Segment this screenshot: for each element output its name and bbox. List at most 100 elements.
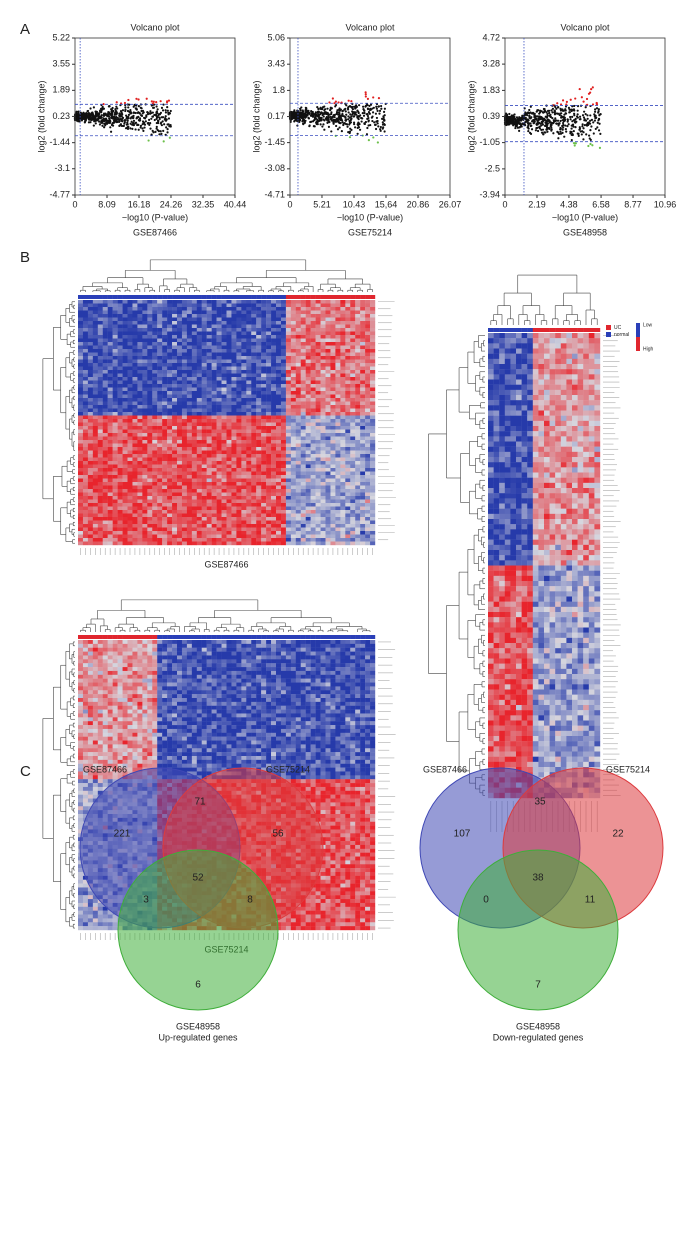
heatmap-cell: [340, 345, 346, 350]
heatmap-cell: [261, 422, 267, 427]
y-tick-label: 0.17: [267, 111, 285, 121]
heatmap-cell: [340, 303, 346, 308]
heatmap-cell: [206, 443, 212, 448]
heatmap-cell: [231, 398, 237, 402]
heatmap-cell: [325, 370, 331, 374]
heatmap-cell: [132, 384, 138, 388]
heatmap-cell: [201, 300, 207, 304]
heatmap-cell: [325, 342, 331, 346]
heatmap-cell: [300, 440, 306, 444]
heatmap-cell: [335, 370, 341, 374]
heatmap-cell: [246, 443, 252, 448]
heatmap-cell: [246, 405, 252, 409]
point: [348, 116, 351, 119]
heatmap-cell: [246, 464, 252, 469]
point: [154, 130, 157, 133]
heatmap-cell: [162, 391, 168, 395]
heatmap-cell: [285, 464, 292, 469]
heatmap-cell: [97, 349, 103, 353]
heatmap-cell: [315, 412, 321, 416]
heatmap-cell: [360, 324, 366, 329]
point: [561, 121, 565, 125]
heatmap-cell: [335, 380, 341, 385]
point: [143, 123, 147, 126]
heatmap-cell: [181, 366, 188, 371]
heatmap-cell: [300, 408, 306, 413]
heatmap-cell: [132, 380, 138, 385]
heatmap-cell: [340, 352, 346, 357]
heatmap-cell: [177, 429, 183, 434]
point: [588, 137, 591, 140]
heatmap-cell: [172, 345, 178, 350]
heatmap-cell: [127, 426, 133, 430]
heatmap-cell: [290, 335, 296, 339]
heatmap-cell: [216, 447, 222, 451]
heatmap-cell: [127, 321, 133, 325]
heatmap-cell: [117, 373, 123, 378]
point: [316, 118, 319, 121]
heatmap-cell: [167, 307, 173, 311]
heatmap-cell: [82, 443, 89, 448]
heatmap-cell: [236, 370, 242, 374]
heatmap-cell: [87, 307, 94, 311]
point: [361, 111, 364, 115]
heatmap-cell: [266, 391, 272, 395]
point: [587, 121, 590, 124]
heatmap-cell: [107, 450, 113, 455]
heatmap-cell: [280, 377, 287, 381]
group-bar: [167, 295, 173, 299]
heatmap-cell: [82, 380, 89, 385]
heatmap-cell: [191, 422, 197, 427]
point: [559, 130, 562, 133]
heatmap-cell: [345, 377, 351, 381]
heatmap-cell: [142, 317, 148, 322]
heatmap-cell: [206, 300, 212, 304]
heatmap-cell: [241, 440, 247, 444]
heatmap-cell: [206, 426, 212, 430]
heatmap-cell: [107, 303, 113, 308]
heatmap-cell: [325, 391, 331, 395]
heatmap-cell: [345, 331, 351, 336]
heatmap-cell: [355, 373, 361, 378]
heatmap-cell: [226, 338, 232, 343]
heatmap-cell: [241, 433, 247, 437]
heatmap-cell: [285, 356, 292, 360]
heatmap-cell: [236, 359, 242, 364]
point: [123, 122, 126, 125]
heatmap-cell: [172, 352, 178, 357]
point: [160, 116, 164, 119]
heatmap-cell: [127, 338, 133, 343]
group-bar: [261, 295, 267, 299]
heatmap-cell: [112, 328, 118, 332]
heatmap-cell: [340, 440, 346, 444]
heatmap-cell: [152, 321, 158, 325]
y-tick-label: 0.23: [52, 111, 70, 121]
point: [574, 142, 577, 145]
heatmap-cell: [295, 366, 301, 371]
heatmap-cell: [360, 398, 366, 402]
heatmap-cell: [340, 401, 346, 406]
heatmap-cell: [226, 422, 232, 427]
heatmap-cell: [365, 419, 371, 423]
heatmap-cell: [177, 303, 183, 308]
heatmap-cell: [246, 422, 252, 427]
point: [360, 117, 364, 120]
point: [580, 96, 583, 99]
heatmap-cell: [117, 433, 123, 437]
y-tick-label: -1.44: [49, 137, 70, 147]
heatmap-cell: [191, 324, 197, 329]
point: [582, 127, 585, 130]
heatmap-cell: [246, 401, 252, 406]
heatmap-cell: [132, 401, 138, 406]
heatmap-cell: [271, 447, 277, 451]
heatmap-cell: [117, 405, 123, 409]
group-bar: [360, 295, 366, 299]
heatmap-cell: [117, 398, 123, 402]
heatmap-cell: [256, 328, 262, 332]
point: [155, 127, 158, 130]
heatmap-cell: [142, 412, 148, 416]
heatmap-cell: [320, 366, 326, 371]
heatmap-cell: [107, 373, 113, 378]
heatmap-cell: [251, 342, 257, 346]
heatmap-cell: [87, 412, 94, 416]
